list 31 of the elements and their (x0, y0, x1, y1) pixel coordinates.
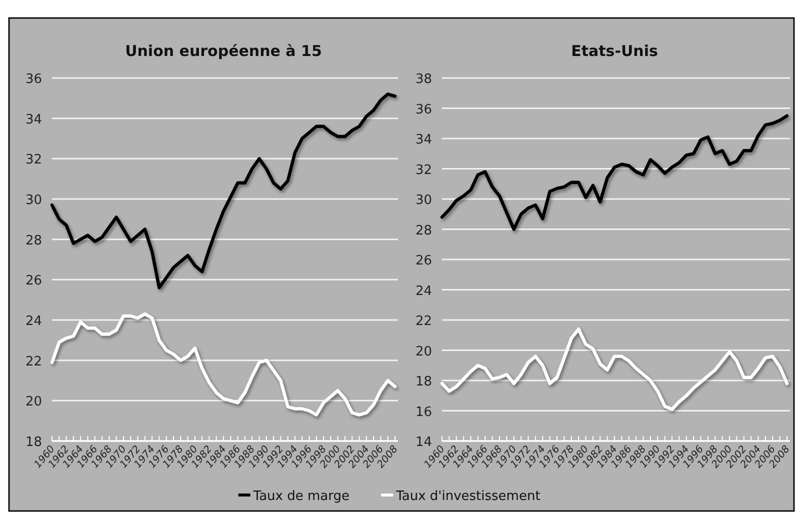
y-tick-label: 14 (415, 435, 432, 450)
line-series (50, 92, 397, 290)
y-tick-label: 26 (415, 254, 432, 268)
y-tick-label: 24 (415, 284, 432, 299)
line-series (50, 312, 397, 416)
legend-label: Taux de marge (252, 489, 350, 504)
y-tick-label: 36 (25, 72, 42, 87)
y-tick-label: 18 (415, 374, 432, 390)
chart-title: Union européenne à 15 (125, 42, 322, 60)
y-tick-label: 30 (25, 193, 42, 208)
chart-title: Etats-Unis (571, 42, 658, 60)
y-tick-label: 34 (25, 112, 42, 128)
y-tick-label: 28 (415, 223, 432, 238)
y-tick-label: 22 (25, 354, 42, 370)
y-tick-label: 34 (415, 132, 432, 148)
y-tick-label: 32 (415, 162, 432, 178)
y-tick-label: 36 (415, 102, 432, 118)
y-tick-label: 20 (415, 344, 432, 360)
y-tick-label: 32 (25, 152, 42, 168)
y-tick-label: 24 (25, 314, 42, 329)
y-tick-label: 22 (415, 314, 432, 329)
y-tick-label: 38 (415, 72, 432, 87)
legend-label: Taux d'investissement (395, 489, 540, 504)
y-tick-label: 16 (415, 404, 432, 420)
y-tick-label: 20 (25, 394, 42, 410)
y-tick-label: 28 (25, 233, 42, 248)
line-series (440, 114, 789, 231)
line-series (440, 327, 789, 411)
y-tick-label: 30 (415, 193, 432, 208)
y-tick-label: 18 (25, 435, 42, 450)
y-tick-label: 26 (25, 274, 42, 289)
